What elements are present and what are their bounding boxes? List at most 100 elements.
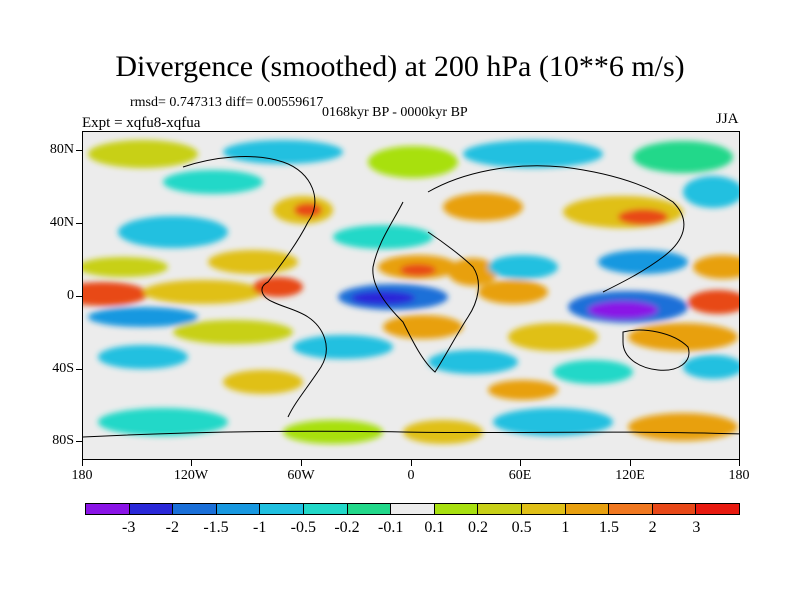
field-patch [253,277,303,297]
field-patch [588,301,658,319]
colorbar-swatch [434,504,479,514]
field-patch [618,209,668,225]
field-patch [118,216,228,248]
field-patch [173,320,293,344]
lon-tick [630,460,631,466]
lon-tick [520,460,521,466]
field-patch [628,413,738,441]
field-patch [143,280,263,304]
colorbar-label: 0.5 [511,519,532,536]
field-patch [493,408,613,436]
field-patch [208,250,298,274]
lat-tick [76,296,82,297]
field-patch [98,345,188,369]
field-patch [383,315,463,339]
field-patch [88,307,198,327]
lon-tick [191,460,192,466]
field-patch [508,323,598,351]
africa-europe-coastline [372,201,479,373]
field-patch [693,255,739,279]
lat-tick [76,441,82,442]
divergence-field [83,132,739,459]
field-patch [563,196,683,228]
colorbar-label: 0.2 [468,519,488,536]
colorbar-label: 1.5 [599,519,619,536]
colorbar-swatch [696,504,739,514]
colorbar-swatch [565,504,610,514]
field-patch [83,257,168,277]
colorbar-swatch [303,504,348,514]
colorbar-swatch [347,504,392,514]
colorbar-swatch [521,504,566,514]
field-patch [683,355,739,379]
colorbar-label: -0.1 [377,519,404,536]
field-patch [400,264,436,276]
field-patch [333,225,433,249]
lon-label-0: 0 [407,468,415,483]
lon-tick [411,460,412,466]
eurasia-coastline [427,165,685,293]
field-patch [83,282,148,306]
field-patch [163,170,263,194]
colorbar-label: -1.5 [203,519,229,536]
field-patch [223,370,303,394]
lat-label-40n: 40N [49,215,74,230]
field-patch [598,250,688,274]
lat-tick [76,369,82,370]
season-label: JJA [716,111,739,127]
colorbar-swatch [391,504,435,514]
colorbar-label: 0.1 [424,519,445,536]
field-patch [428,350,518,374]
time-period-label: 0168kyr BP - 0000kyr BP [322,105,468,120]
colorbar-swatch [652,504,697,514]
lon-label-180e: 180 [728,468,750,483]
colorbar-swatch [86,504,130,514]
plot-title: Divergence (smoothed) at 200 hPa (10**6 … [115,50,685,83]
americas-coastline [182,156,327,418]
field-patch [478,280,548,304]
field-patch [688,290,739,314]
colorbar-swatch [173,504,217,514]
field-patch [368,146,458,178]
colorbar-swatch [478,504,522,514]
field-patch [223,140,343,164]
lat-label-80n: 80N [49,142,74,157]
colorbar-swatch [260,504,304,514]
lat-label-40s: 40S [52,361,74,376]
rmsd-diff-stats: rmsd= 0.747313 diff= 0.00559617 [130,95,324,110]
field-patch [628,323,738,351]
colorbar-label: -2 [165,519,179,536]
colorbar-label: 2 [648,519,657,536]
lon-tick [301,460,302,466]
field-patch [293,335,393,359]
colorbar-label: -1 [252,519,267,536]
lon-tick [739,460,740,466]
field-patch [683,176,739,208]
colorbar-label: -0.5 [290,519,316,536]
colorbar-label: -3 [121,519,136,536]
lat-tick [76,150,82,151]
field-patch [553,360,633,384]
colorbar-label: 3 [692,519,701,536]
colorbar-swatch [609,504,653,514]
colorbar-swatch [129,504,174,514]
colorbar-label: 1 [561,519,570,536]
shaded-fields [83,140,739,444]
colorbar-label: -0.2 [334,519,360,536]
field-patch [633,141,733,173]
antarctica-coastline [83,430,739,438]
coastlines [83,156,739,438]
lon-label-120e: 120E [615,468,645,483]
field-patch [488,255,558,279]
field-patch [98,408,228,436]
lat-tick [76,223,82,224]
experiment-label: Expt = xqfu8-xqfua [82,115,201,131]
field-patch [88,140,198,168]
lat-label-0: 0 [67,288,74,303]
colorbar [85,503,740,515]
field-patch [443,193,523,221]
australia-coastline [622,329,690,371]
divergence-map [82,131,740,460]
lon-label-180w: 180 [71,468,93,483]
field-patch [283,420,383,444]
